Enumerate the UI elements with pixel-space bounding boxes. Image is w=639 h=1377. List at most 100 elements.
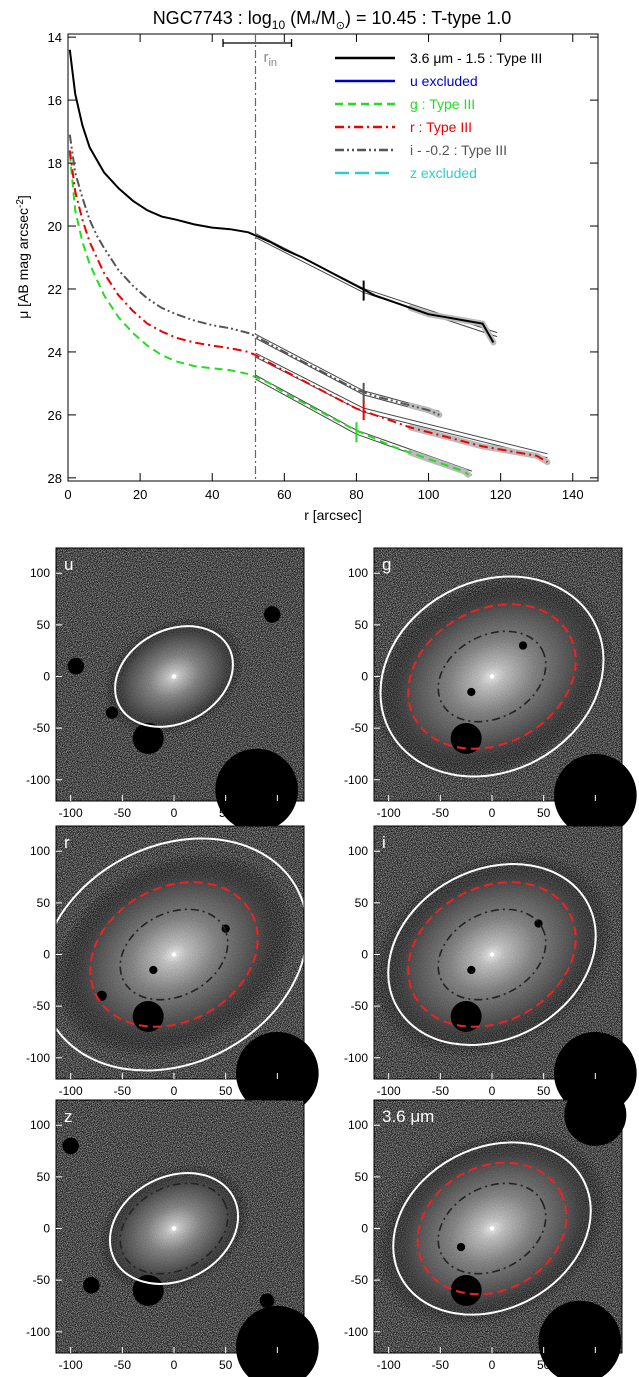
masked-source bbox=[450, 1000, 482, 1032]
panel-y-tick-label: -100 bbox=[26, 773, 50, 787]
masked-source bbox=[236, 1305, 319, 1377]
panel-x-tick-label: 100 bbox=[585, 1358, 605, 1372]
panel-y-tick-label: 50 bbox=[37, 896, 51, 910]
panel-x-tick-label: -50 bbox=[114, 1358, 132, 1372]
panel-y-tick-label: 0 bbox=[43, 948, 50, 962]
masked-source bbox=[467, 965, 476, 975]
panel-y-tick-label: 50 bbox=[355, 896, 369, 910]
outer-ellipse bbox=[39, 837, 309, 1072]
x-tick-label: 20 bbox=[133, 487, 147, 502]
rin-label: rin bbox=[263, 49, 277, 69]
series-line bbox=[68, 150, 549, 463]
panel-y-tick-label: 100 bbox=[348, 1118, 368, 1132]
panel-x-tick-label: -100 bbox=[377, 1084, 401, 1098]
panel-x-tick-label: 50 bbox=[219, 806, 233, 820]
x-tick-label: 60 bbox=[277, 487, 291, 502]
panel-label: 3.6 μm bbox=[382, 1107, 434, 1126]
panel-y-tick-label: 100 bbox=[348, 844, 368, 858]
panel-y-tick-label: 0 bbox=[361, 1222, 368, 1236]
panel-label: u bbox=[64, 555, 73, 574]
panel-y-tick-label: 50 bbox=[355, 618, 369, 632]
masked-source bbox=[564, 1083, 627, 1146]
masked-source bbox=[518, 641, 528, 650]
y-tick-label: 16 bbox=[48, 93, 62, 108]
outer-ellipse bbox=[387, 863, 597, 1046]
masked-source bbox=[215, 748, 298, 832]
legend-label: i - -0.2 : Type III bbox=[410, 142, 507, 158]
panel-x-tick-label: 100 bbox=[267, 1358, 287, 1372]
image-panel: z -100 -50 0 50 100 100 50 0 -50 -100 bbox=[26, 1099, 319, 1377]
panel-y-tick-label: 0 bbox=[361, 670, 368, 684]
y-tick-label: 18 bbox=[48, 156, 62, 171]
panel-x-tick-label: 0 bbox=[171, 1358, 178, 1372]
fit-line bbox=[255, 378, 357, 435]
panel-y-tick-label: -50 bbox=[33, 721, 51, 735]
panel-x-tick-label: 100 bbox=[585, 806, 605, 820]
panel-y-tick-label: 0 bbox=[43, 1222, 50, 1236]
panel-frame bbox=[373, 825, 623, 1080]
panel-frame bbox=[55, 825, 305, 1080]
y-tick-label: 22 bbox=[48, 282, 62, 297]
panel-y-tick-label: -100 bbox=[26, 1325, 50, 1339]
fit-line bbox=[363, 407, 548, 455]
inner-ellipse bbox=[437, 908, 547, 1001]
fit-line bbox=[255, 237, 364, 293]
masked-source bbox=[467, 687, 476, 697]
x-tick-label: 40 bbox=[205, 487, 219, 502]
panel-x-tick-label: -100 bbox=[59, 1084, 83, 1098]
outer-ellipse bbox=[108, 1172, 240, 1285]
panel-x-tick-label: -50 bbox=[114, 806, 132, 820]
panel-label: r bbox=[64, 833, 70, 852]
chart-title: NGC7743 : log10 (M*/M⊙) = 10.45 : T-type… bbox=[153, 8, 512, 32]
panel-x-tick-label: -50 bbox=[114, 1084, 132, 1098]
break-markers bbox=[355, 280, 365, 443]
plot-axes: 0 20 40 60 80 100 120 140 14 16 18 20 22 24 26 28 bbox=[48, 30, 598, 502]
masked-source bbox=[538, 1300, 622, 1377]
legend: 3.6 μm - 1.5 : Type III u excluded g : Typ… bbox=[335, 50, 542, 181]
masked-source bbox=[83, 1277, 100, 1294]
panel-x-tick-label: 100 bbox=[267, 806, 287, 820]
panel-x-tick-label: 100 bbox=[267, 1084, 287, 1098]
fit-line bbox=[363, 288, 498, 334]
panel-y-tick-label: -50 bbox=[351, 999, 369, 1013]
fit-lines bbox=[255, 233, 548, 476]
legend-label: g : Type III bbox=[410, 96, 475, 112]
image-panels: u -100 -50 0 50 100 100 50 0 -50 -100 g -100 -50 0 50 10… bbox=[26, 547, 637, 1377]
x-tick-label: 140 bbox=[562, 487, 584, 502]
x-axis-label: r [arcsec] bbox=[304, 507, 362, 523]
profile-plot: 0 20 40 60 80 100 120 140 14 16 18 20 22 24 26 28 rin 3… bbox=[15, 30, 599, 523]
image-panel: 3.6 μm -100 -50 0 50 100 100 50 0 -50 -100 bbox=[344, 1083, 627, 1377]
panel-x-tick-label: 50 bbox=[537, 1358, 551, 1372]
panel-y-tick-label: -100 bbox=[344, 1051, 368, 1065]
plot-frame bbox=[67, 33, 599, 482]
legend-label: 3.6 μm - 1.5 : Type III bbox=[410, 50, 542, 66]
galaxy-nucleus bbox=[171, 952, 177, 957]
legend-label: z excluded bbox=[410, 165, 477, 181]
fit-line bbox=[255, 333, 364, 392]
masked-source bbox=[259, 1293, 275, 1309]
y-tick-label: 24 bbox=[48, 345, 62, 360]
panel-frame bbox=[373, 547, 623, 802]
panel-y-tick-label: -50 bbox=[33, 1273, 51, 1287]
series-line bbox=[68, 134, 440, 416]
panel-y-tick-label: 100 bbox=[30, 566, 50, 580]
panel-y-tick-label: 100 bbox=[348, 566, 368, 580]
panel-y-tick-label: -100 bbox=[26, 1051, 50, 1065]
panel-y-tick-label: 0 bbox=[361, 948, 368, 962]
panel-y-tick-label: 100 bbox=[30, 844, 50, 858]
legend-label: u excluded bbox=[410, 73, 478, 89]
panel-label: i bbox=[382, 833, 386, 852]
panel-y-tick-label: 0 bbox=[43, 670, 50, 684]
image-panel: g -100 -50 0 50 100 100 50 0 -50 -100 bbox=[344, 547, 637, 837]
panel-x-tick-label: -100 bbox=[59, 1358, 83, 1372]
outer-ellipse bbox=[392, 1141, 592, 1316]
y-tick-label: 20 bbox=[48, 219, 62, 234]
panel-y-tick-label: -100 bbox=[344, 773, 368, 787]
outer-ellipse bbox=[379, 575, 605, 778]
inner-ellipse bbox=[119, 908, 229, 1001]
galaxy-nucleus bbox=[489, 674, 495, 679]
panel-frame bbox=[55, 547, 305, 802]
panel-x-tick-label: -100 bbox=[377, 1358, 401, 1372]
